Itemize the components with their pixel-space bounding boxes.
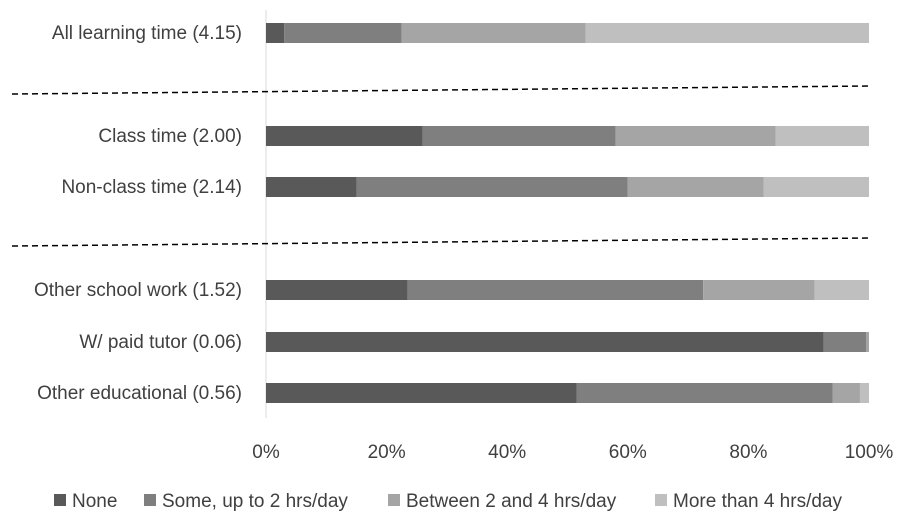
legend-swatch — [144, 494, 156, 506]
legend-label: Some, up to 2 hrs/day — [162, 491, 348, 512]
bar-segment-between-2-and-4-hrs-day — [627, 177, 764, 197]
x-tick-label: 60% — [609, 442, 647, 463]
category-label: Other educational (0.56) — [37, 383, 242, 404]
category-label: Class time (2.00) — [98, 126, 242, 147]
bar-segment-more-than-4-hrs-day — [814, 280, 869, 300]
bar-segment-some-up-to-2-hrs-day — [823, 332, 866, 352]
x-tick-label: 100% — [845, 442, 894, 463]
bar-segment-none — [266, 280, 408, 300]
legend-label: None — [72, 491, 117, 512]
bar-segment-none — [266, 332, 824, 352]
bar-segment-between-2-and-4-hrs-day — [703, 280, 815, 300]
legend-label: Between 2 and 4 hrs/day — [406, 491, 617, 512]
bar-segment-some-up-to-2-hrs-day — [356, 177, 628, 197]
bar-segment-more-than-4-hrs-day — [763, 177, 869, 197]
bar-segment-between-2-and-4-hrs-day — [832, 383, 860, 403]
bar-segment-more-than-4-hrs-day — [859, 383, 869, 403]
legend-swatch — [54, 494, 66, 506]
group-separator — [11, 85, 870, 95]
x-tick-label: 40% — [488, 442, 526, 463]
bar-segment-between-2-and-4-hrs-day — [401, 23, 586, 43]
x-tick-label: 80% — [729, 442, 767, 463]
x-tick-label: 20% — [368, 442, 406, 463]
category-label: W/ paid tutor (0.06) — [79, 332, 242, 353]
category-label: Other school work (1.52) — [34, 280, 242, 301]
legend-swatch — [655, 494, 667, 506]
bar-segment-more-than-4-hrs-day — [775, 126, 869, 146]
bar-segment-none — [266, 23, 285, 43]
bar-segment-some-up-to-2-hrs-day — [407, 280, 704, 300]
bar-segment-some-up-to-2-hrs-day — [422, 126, 616, 146]
x-tick-label: 0% — [252, 442, 280, 463]
legend-swatch — [388, 494, 400, 506]
category-label: All learning time (4.15) — [52, 23, 242, 44]
bar-segment-some-up-to-2-hrs-day — [284, 23, 402, 43]
bar-segment-some-up-to-2-hrs-day — [576, 383, 833, 403]
bar-segment-none — [266, 383, 577, 403]
category-label: Non-class time (2.14) — [61, 177, 242, 198]
bar-segment-between-2-and-4-hrs-day — [615, 126, 776, 146]
bar-segment-none — [266, 126, 423, 146]
bar-segment-more-than-4-hrs-day — [585, 23, 869, 43]
group-separator — [11, 237, 870, 247]
legend-label: More than 4 hrs/day — [673, 491, 842, 512]
bar-segment-between-2-and-4-hrs-day — [865, 332, 869, 352]
bar-segment-none — [266, 177, 357, 197]
